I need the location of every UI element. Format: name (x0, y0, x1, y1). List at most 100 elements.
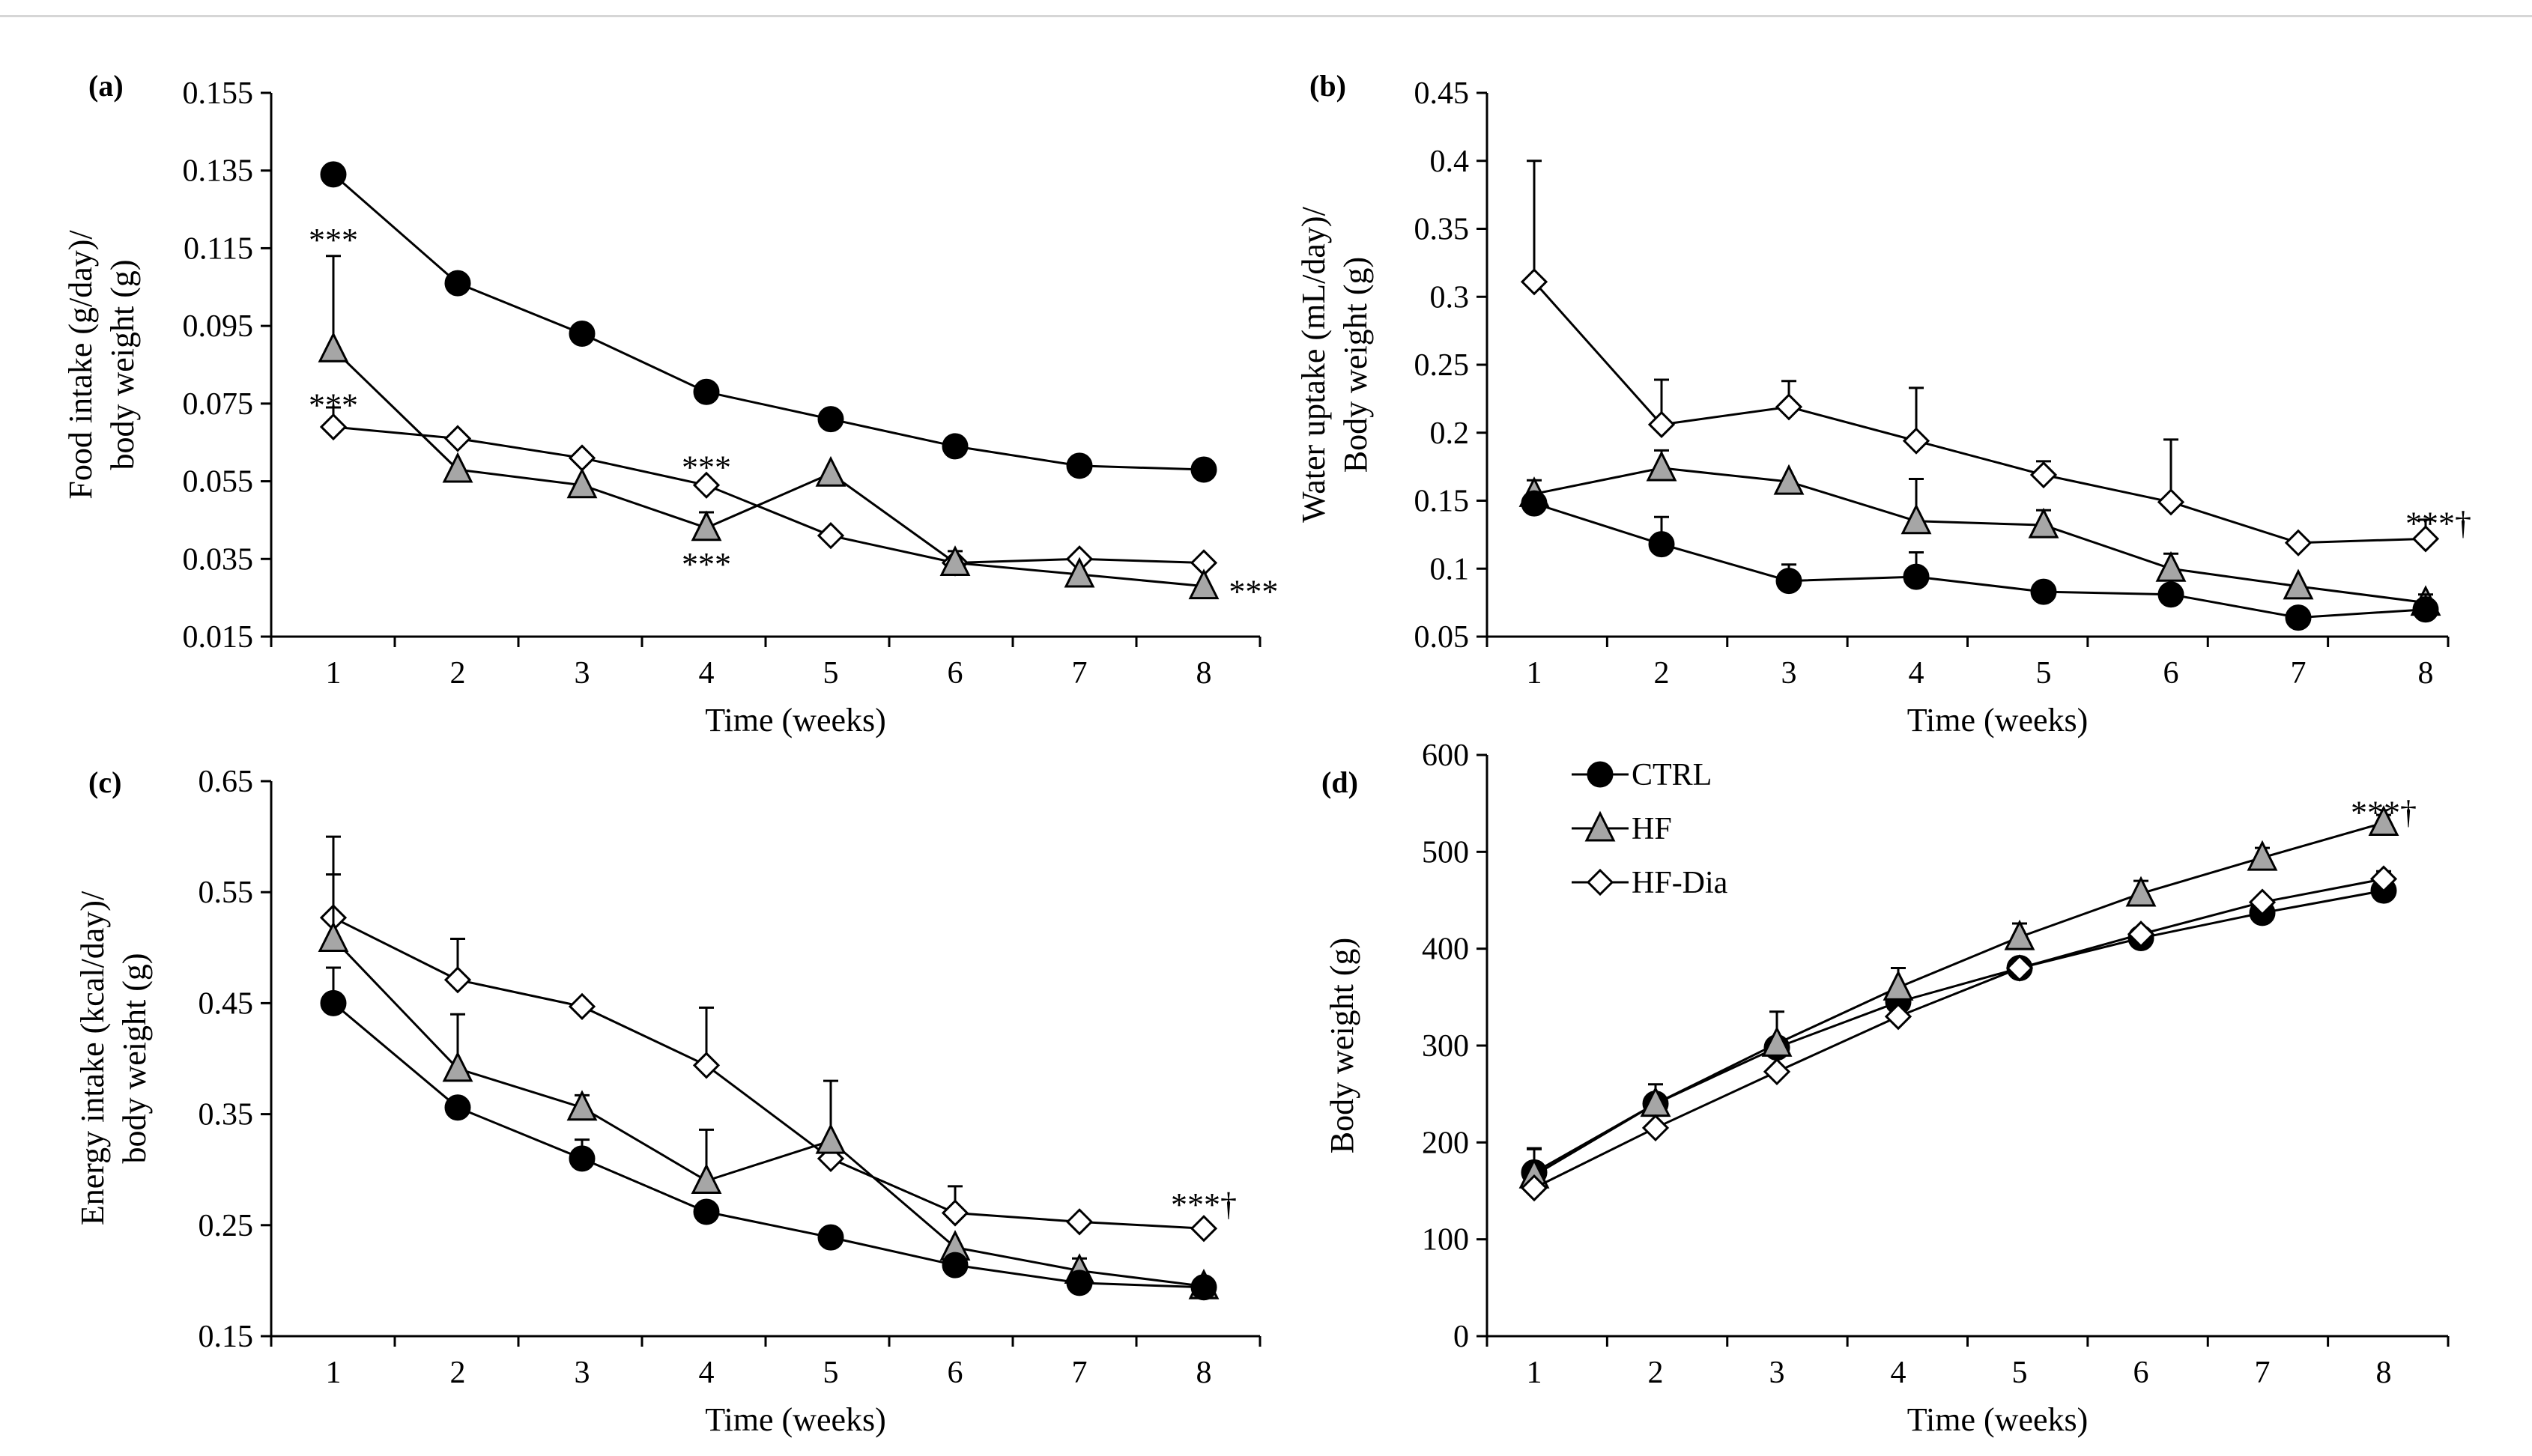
y-tick-label: 0.45 (199, 986, 254, 1021)
series-hfdia (1520, 160, 2440, 556)
legend-label-hfdia: HF-Dia (1632, 866, 1728, 900)
y-tick-label: 0.05 (1414, 620, 1470, 655)
y-tick-label: 600 (1422, 738, 1469, 773)
x-tick-label: 1 (326, 1356, 342, 1390)
data-point-hfdia (2248, 888, 2277, 916)
legend-marker-ctrl (1587, 761, 1614, 788)
y-axis-label-a: Food intake (g/day)/ (62, 230, 99, 500)
x-tick-label: 8 (1196, 656, 1212, 691)
panel-label-c: (c) (88, 765, 121, 799)
y-tick-label: 0.075 (183, 387, 254, 422)
significance-annotation: ***† (1171, 1186, 1237, 1223)
data-point-ctrl (1775, 568, 1802, 595)
y-tick-label: 0.45 (1414, 76, 1470, 111)
x-tick-label: 2 (1654, 656, 1670, 691)
x-axis-label-d: Time (weeks) (1907, 1401, 2089, 1438)
data-point-hf (318, 331, 349, 363)
data-point-hfdia (1065, 1208, 1094, 1236)
data-point-hf (2004, 919, 2035, 950)
y-tick-label: 0.2 (1430, 416, 1470, 451)
data-point-hf (318, 921, 349, 952)
series-hfdia (1520, 865, 2398, 1202)
data-point-ctrl (817, 1224, 844, 1251)
y-tick-label: 0.135 (183, 154, 254, 189)
series-ctrl (320, 966, 1217, 1301)
x-tick-label: 5 (823, 656, 839, 691)
data-point-hf (566, 1090, 598, 1121)
y-tick-label: 0.095 (183, 309, 254, 344)
data-point-hf (815, 455, 846, 487)
data-point-hfdia (692, 471, 721, 499)
data-point-hfdia (2157, 488, 2185, 516)
data-point-ctrl (817, 406, 844, 433)
significance-annotation: ***† (2351, 795, 2417, 831)
x-axis-label-b: Time (weeks) (1907, 702, 2089, 738)
data-point-ctrl (444, 270, 471, 297)
y-tick-label: 0.65 (199, 765, 254, 799)
x-tick-label: 5 (2012, 1356, 2028, 1390)
series-hf (318, 255, 1220, 600)
x-tick-label: 8 (2376, 1356, 2392, 1390)
data-point-hfdia (1884, 1003, 1912, 1031)
x-tick-label: 8 (2418, 656, 2434, 691)
y-tick-label: 0.15 (1414, 485, 1470, 519)
data-point-ctrl (1521, 490, 1548, 517)
panel-label-a: (a) (88, 69, 124, 103)
x-tick-label: 3 (1781, 656, 1797, 691)
data-point-hfdia (1763, 1058, 1791, 1086)
x-axis-label-c: Time (weeks) (705, 1401, 886, 1438)
data-point-ctrl (1903, 563, 1930, 590)
x-tick-label: 6 (2133, 1356, 2149, 1390)
y-tick-label: 500 (1422, 835, 1469, 870)
series-line-ctrl (1533, 502, 2426, 619)
y-tick-label: 0.015 (183, 620, 254, 655)
series-hf (1518, 805, 2399, 1189)
data-point-hf (2125, 876, 2157, 907)
data-point-ctrl (942, 433, 969, 460)
data-point-hf (691, 1163, 722, 1195)
data-point-hf (691, 510, 722, 542)
significance-annotation: ***† (2405, 505, 2471, 542)
data-point-ctrl (320, 989, 347, 1016)
data-point-ctrl (693, 1198, 720, 1225)
series-ctrl (320, 161, 1217, 483)
data-point-ctrl (320, 161, 347, 188)
y-tick-label: 0.035 (183, 542, 254, 577)
data-point-hfdia (2127, 920, 2155, 948)
significance-annotation: *** (1229, 573, 1278, 610)
x-tick-label: 3 (575, 1356, 590, 1390)
data-point-hfdia (1647, 410, 1676, 438)
data-point-hf (939, 545, 971, 576)
y-tick-label: 400 (1422, 932, 1469, 967)
y-tick-label: 0.115 (184, 231, 253, 266)
y-tick-label: 0.15 (199, 1320, 254, 1354)
significance-annotation: *** (309, 222, 358, 258)
data-point-hfdia (1520, 268, 1548, 296)
x-tick-label: 4 (699, 656, 715, 691)
series-hfdia (319, 406, 1218, 577)
x-tick-label: 6 (2163, 656, 2179, 691)
x-tick-label: 6 (948, 656, 963, 691)
significance-annotation: *** (309, 386, 358, 423)
x-tick-label: 7 (2255, 1356, 2271, 1390)
y-tick-label: 0.155 (183, 76, 254, 111)
data-point-ctrl (942, 1252, 969, 1278)
y-tick-label: 0 (1453, 1320, 1469, 1354)
x-tick-label: 5 (823, 1356, 839, 1390)
y-tick-label: 0.25 (1414, 348, 1470, 383)
data-point-hfdia (1520, 1174, 1548, 1202)
x-tick-label: 2 (1648, 1356, 1664, 1390)
x-tick-label: 2 (450, 656, 466, 691)
x-tick-label: 7 (1072, 656, 1088, 691)
y-tick-label: 0.25 (199, 1209, 254, 1243)
x-tick-label: 4 (699, 1356, 715, 1390)
series-line-hfdia (1533, 281, 2426, 545)
x-tick-label: 4 (1891, 1356, 1906, 1390)
x-tick-label: 3 (575, 656, 590, 691)
series-line-hf (1533, 467, 2426, 604)
legend-marker-hfdia (1586, 868, 1614, 897)
data-point-hfdia (1190, 1215, 1218, 1243)
data-point-hfdia (2029, 461, 2058, 489)
x-tick-label: 3 (1769, 1356, 1785, 1390)
